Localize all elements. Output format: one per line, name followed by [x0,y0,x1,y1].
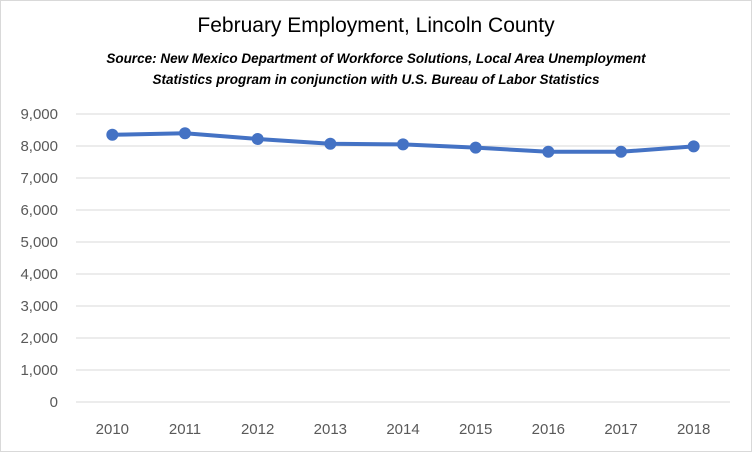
y-tick-label: 9,000 [20,106,58,123]
x-tick-label: 2015 [459,421,492,438]
y-tick-label: 0 [50,394,58,411]
data-point [615,145,627,158]
chart-subtitle-line-1: Source: New Mexico Department of Workfor… [106,51,646,66]
y-tick-label: 5,000 [20,234,58,251]
y-tick-label: 8,000 [20,138,58,155]
y-tick-label: 3,000 [20,298,58,315]
x-tick-label: 2014 [386,421,419,438]
x-tick-label: 2011 [169,421,201,438]
data-point [106,128,119,141]
y-tick-label: 4,000 [20,266,58,283]
x-tick-label: 2017 [604,421,637,438]
y-tick-label: 6,000 [20,202,58,219]
y-tick-label: 2,000 [20,330,58,347]
chart-title: February Employment, Lincoln County [197,14,555,37]
x-tick-label: 2012 [241,421,274,438]
data-point [542,145,555,158]
y-tick-label: 7,000 [20,170,58,187]
data-point [179,127,191,140]
x-tick-label: 2010 [96,421,129,438]
x-tick-label: 2018 [677,421,710,438]
data-point [324,137,337,150]
data-point [251,132,264,145]
x-tick-label: 2013 [314,421,347,438]
data-point [397,138,409,151]
data-point [469,141,482,154]
x-tick-label: 2016 [532,421,565,438]
data-point [687,140,700,153]
chart-subtitle-line-2: Statistics program in conjunction with U… [152,72,600,87]
y-tick-label: 1,000 [20,362,58,379]
